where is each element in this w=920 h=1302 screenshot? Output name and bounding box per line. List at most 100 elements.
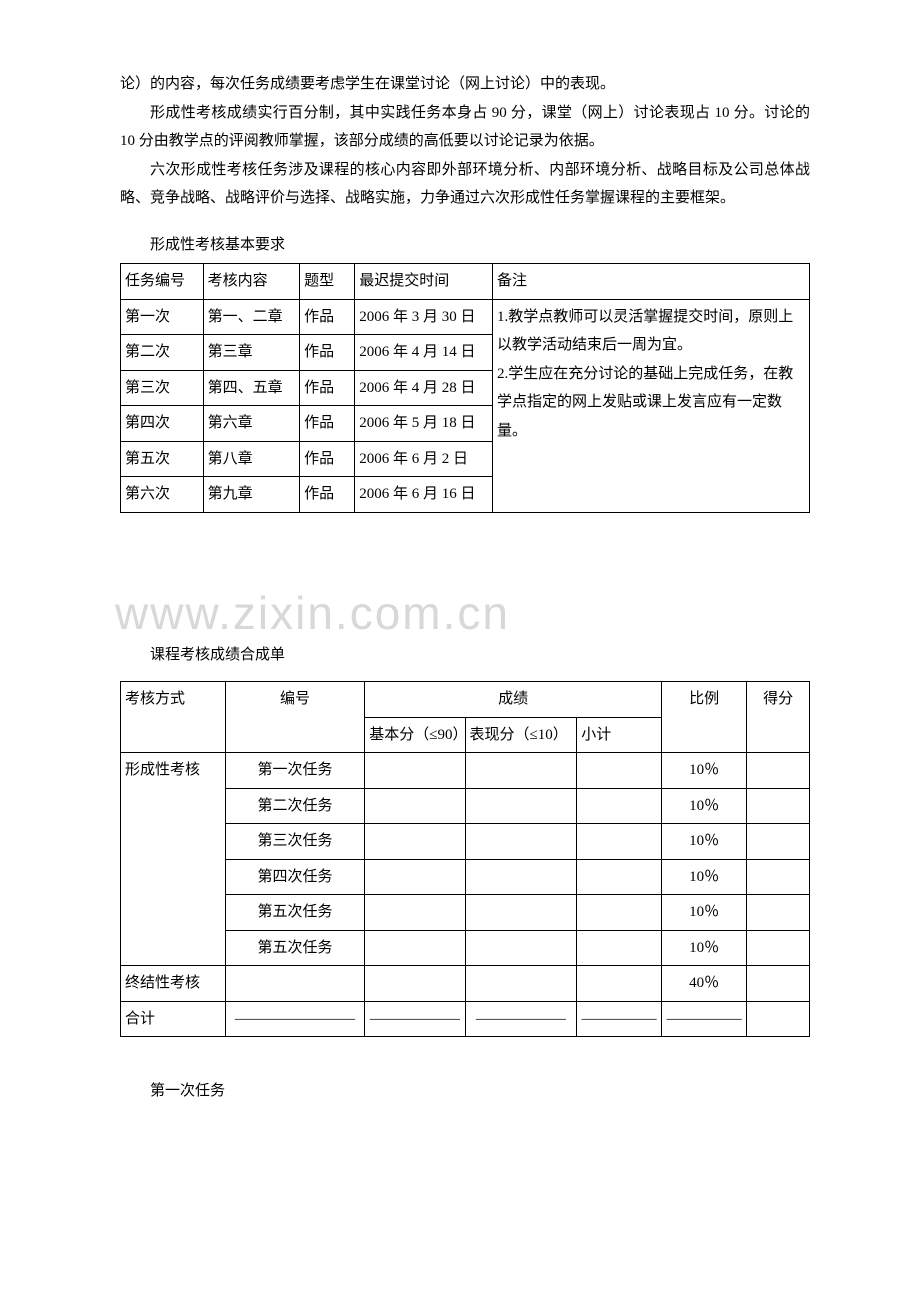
cell: 10％	[662, 824, 747, 860]
cell: 2006 年 5 月 18 日	[355, 406, 493, 442]
cell	[747, 895, 810, 931]
cell: 第六次	[121, 477, 204, 513]
cell	[365, 966, 465, 1002]
cell: 第三章	[203, 335, 299, 371]
cell: 第四次	[121, 406, 204, 442]
cell: ——————	[365, 1001, 465, 1037]
cell	[747, 824, 810, 860]
table-row: 任务编号 考核内容 题型 最迟提交时间 备注	[121, 264, 810, 300]
cell: 第三次任务	[225, 824, 365, 860]
total-label: 合计	[121, 1001, 226, 1037]
task1-title: 第一次任务	[120, 1077, 810, 1106]
cell	[577, 859, 662, 895]
score-table: 考核方式 编号 成绩 比例 得分 基本分（≤90） 表现分（≤10） 小计 形成…	[120, 681, 810, 1037]
cell: 2006 年 3 月 30 日	[355, 299, 493, 335]
paragraph-2: 形成性考核成绩实行百分制，其中实践任务本身占 90 分，课堂（网上）讨论表现占 …	[120, 99, 810, 156]
cell: 2006 年 4 月 28 日	[355, 370, 493, 406]
cell	[465, 895, 577, 931]
cell: 第五次	[121, 441, 204, 477]
cell	[465, 788, 577, 824]
col-header: 编号	[225, 682, 365, 753]
cell	[365, 753, 465, 789]
cell: 第六章	[203, 406, 299, 442]
cell	[365, 824, 465, 860]
cell	[365, 930, 465, 966]
cell: 作品	[300, 335, 355, 371]
cell: 第九章	[203, 477, 299, 513]
cell	[465, 930, 577, 966]
col-header: 基本分（≤90）	[365, 717, 465, 753]
table-row: 合计 ———————— —————— —————— ————— —————	[121, 1001, 810, 1037]
cell: 第五次任务	[225, 895, 365, 931]
note-line: 1.教学点教师可以灵活掌握提交时间，原则上以教学活动结束后一周为宜。	[497, 309, 793, 354]
table-row: 考核方式 编号 成绩 比例 得分	[121, 682, 810, 718]
cell	[465, 966, 577, 1002]
cell: 10％	[662, 930, 747, 966]
cell: 2006 年 6 月 2 日	[355, 441, 493, 477]
cell: 10％	[662, 788, 747, 824]
cell	[577, 930, 662, 966]
table-row: 终结性考核 40％	[121, 966, 810, 1002]
table-row: 形成性考核 第一次任务 10％	[121, 753, 810, 789]
paragraph-3: 六次形成性考核任务涉及课程的核心内容即外部环境分析、内部环境分析、战略目标及公司…	[120, 156, 810, 213]
cell: 作品	[300, 406, 355, 442]
cell: —————	[662, 1001, 747, 1037]
paragraph-1: 论）的内容，每次任务成绩要考虑学生在课堂讨论（网上讨论）中的表现。	[120, 70, 810, 99]
cell	[577, 753, 662, 789]
cell: 第二次	[121, 335, 204, 371]
cell: 第四、五章	[203, 370, 299, 406]
cell: —————	[577, 1001, 662, 1037]
col-header: 得分	[747, 682, 810, 753]
cell: 2006 年 6 月 16 日	[355, 477, 493, 513]
cell	[577, 824, 662, 860]
col-header: 任务编号	[121, 264, 204, 300]
cell: 第一次	[121, 299, 204, 335]
cell: 40％	[662, 966, 747, 1002]
cell: 2006 年 4 月 14 日	[355, 335, 493, 371]
cell: 第八章	[203, 441, 299, 477]
cell	[365, 788, 465, 824]
cell	[577, 966, 662, 1002]
cell: 作品	[300, 370, 355, 406]
cell: 10％	[662, 753, 747, 789]
cell	[225, 966, 365, 1002]
notes-cell: 1.教学点教师可以灵活掌握提交时间，原则上以教学活动结束后一周为宜。 2.学生应…	[493, 299, 810, 512]
document-page: 论）的内容，每次任务成绩要考虑学生在课堂讨论（网上讨论）中的表现。 形成性考核成…	[0, 0, 920, 1166]
cell: 作品	[300, 299, 355, 335]
cell	[747, 966, 810, 1002]
cell	[747, 1001, 810, 1037]
cell: ——————	[465, 1001, 577, 1037]
cell: 作品	[300, 477, 355, 513]
cell: 第四次任务	[225, 859, 365, 895]
cell: 10％	[662, 859, 747, 895]
cell	[365, 895, 465, 931]
col-header: 考核内容	[203, 264, 299, 300]
col-header: 考核方式	[121, 682, 226, 753]
cell	[747, 930, 810, 966]
cell: 10％	[662, 895, 747, 931]
table-row: 第一次 第一、二章 作品 2006 年 3 月 30 日 1.教学点教师可以灵活…	[121, 299, 810, 335]
cell	[365, 859, 465, 895]
col-header: 小计	[577, 717, 662, 753]
cell: 第三次	[121, 370, 204, 406]
col-header: 成绩	[365, 682, 662, 718]
cell	[747, 788, 810, 824]
col-header: 最迟提交时间	[355, 264, 493, 300]
cell	[577, 895, 662, 931]
cell	[465, 753, 577, 789]
table1-title: 形成性考核基本要求	[120, 231, 810, 260]
cell	[465, 859, 577, 895]
cell: 第一、二章	[203, 299, 299, 335]
table2-title: 课程考核成绩合成单	[120, 641, 810, 670]
note-line: 2.学生应在充分讨论的基础上完成任务，在教学点指定的网上发贴或课上发言应有一定数…	[497, 366, 793, 439]
cell	[747, 753, 810, 789]
cell: 第二次任务	[225, 788, 365, 824]
col-header: 表现分（≤10）	[465, 717, 577, 753]
final-label: 终结性考核	[121, 966, 226, 1002]
cell	[577, 788, 662, 824]
cell: 第五次任务	[225, 930, 365, 966]
col-header: 题型	[300, 264, 355, 300]
cell: 第一次任务	[225, 753, 365, 789]
cell	[465, 824, 577, 860]
col-header: 比例	[662, 682, 747, 753]
